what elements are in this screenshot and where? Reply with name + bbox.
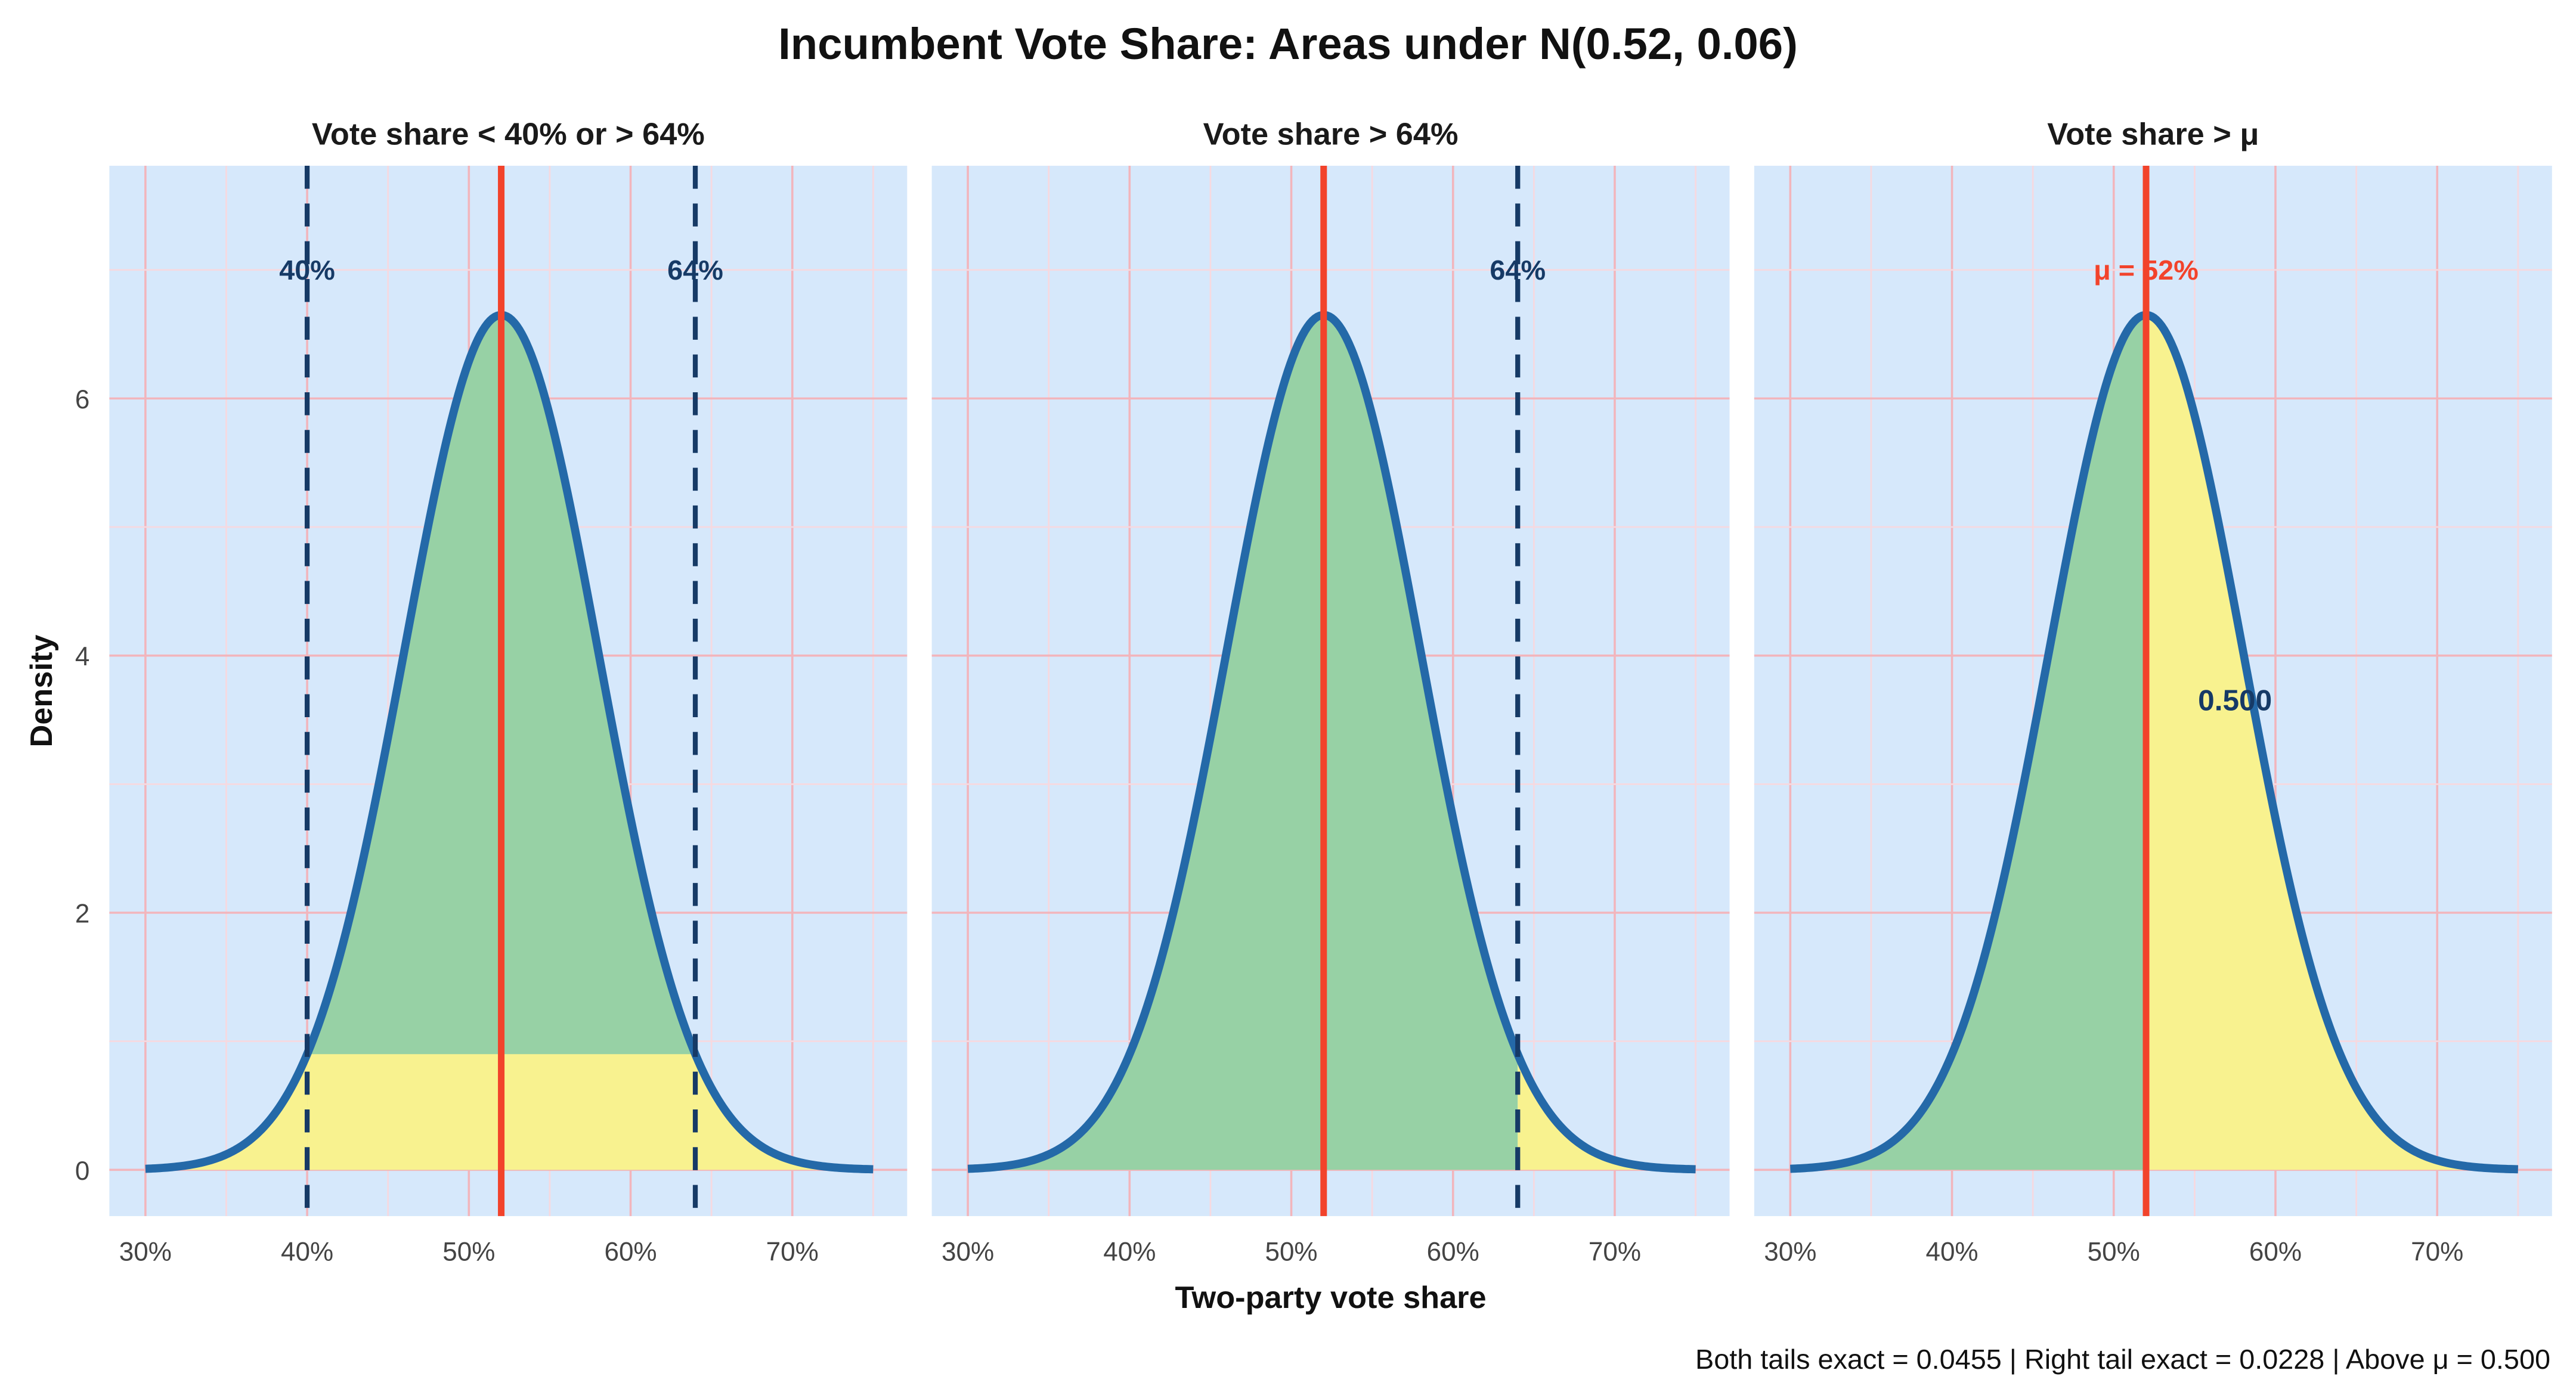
x-tick-label: 70% bbox=[2411, 1237, 2463, 1266]
area-value-label: 0.500 bbox=[2198, 684, 2272, 717]
cutoff-label: 64% bbox=[1490, 255, 1546, 286]
x-tick-label: 50% bbox=[2088, 1237, 2140, 1266]
x-tick-label: 60% bbox=[2249, 1237, 2302, 1266]
panel-title: Vote share < 40% or > 64% bbox=[312, 117, 705, 151]
x-axis-label: Two-party vote share bbox=[1175, 1281, 1487, 1315]
mean-label: μ = 52% bbox=[2094, 255, 2199, 286]
area-right-tail bbox=[1518, 1054, 1696, 1170]
panel-title: Vote share > 64% bbox=[1203, 117, 1459, 151]
x-tick-label: 60% bbox=[1427, 1237, 1479, 1266]
panel-3: Vote share > μ μ = 52% 0.500 30% 40% 50% 60% 70… bbox=[1754, 117, 2552, 1266]
cutoff-label: 64% bbox=[667, 255, 723, 286]
area-below-mean bbox=[1790, 315, 2147, 1170]
x-tick-label: 60% bbox=[604, 1237, 657, 1266]
x-tick-label: 50% bbox=[1265, 1237, 1317, 1266]
density-curve bbox=[144, 311, 875, 1174]
area-above-mean bbox=[2146, 315, 2518, 1170]
y-axis-label: Density bbox=[24, 635, 59, 748]
x-tick-label: 70% bbox=[766, 1237, 819, 1266]
panel-1: Vote share < 40% or > 64% 40% 64% 30% 40% 50%… bbox=[75, 117, 908, 1266]
area-right-tail bbox=[695, 1054, 874, 1170]
area-below-cutoff bbox=[968, 315, 1518, 1170]
x-tick-label: 30% bbox=[1764, 1237, 1816, 1266]
x-tick-label: 40% bbox=[1103, 1237, 1156, 1266]
panel-2: Vote share > 64% 64% 30% 40% 50% 60% 70% bbox=[931, 117, 1730, 1266]
y-tick-label: 6 bbox=[75, 385, 90, 414]
chart-title: Incumbent Vote Share: Areas under N(0.52… bbox=[778, 19, 1798, 69]
x-tick-label: 30% bbox=[119, 1237, 172, 1266]
x-tick-label: 50% bbox=[442, 1237, 495, 1266]
y-tick-label: 4 bbox=[75, 642, 90, 671]
x-tick-label: 40% bbox=[1925, 1237, 1978, 1266]
caption: Both tails exact = 0.0455 | Right tail e… bbox=[1695, 1344, 2550, 1375]
x-tick-label: 40% bbox=[281, 1237, 333, 1266]
x-tick-label: 70% bbox=[1589, 1237, 1641, 1266]
density-curve bbox=[966, 311, 1698, 1174]
x-tick-label: 30% bbox=[942, 1237, 994, 1266]
y-tick-label: 2 bbox=[75, 900, 90, 929]
cutoff-label: 40% bbox=[279, 255, 335, 286]
panel-title: Vote share > μ bbox=[2047, 117, 2259, 151]
y-tick-label: 0 bbox=[75, 1157, 90, 1186]
area-left-tail bbox=[145, 1054, 308, 1170]
density-curve bbox=[1788, 311, 2520, 1174]
